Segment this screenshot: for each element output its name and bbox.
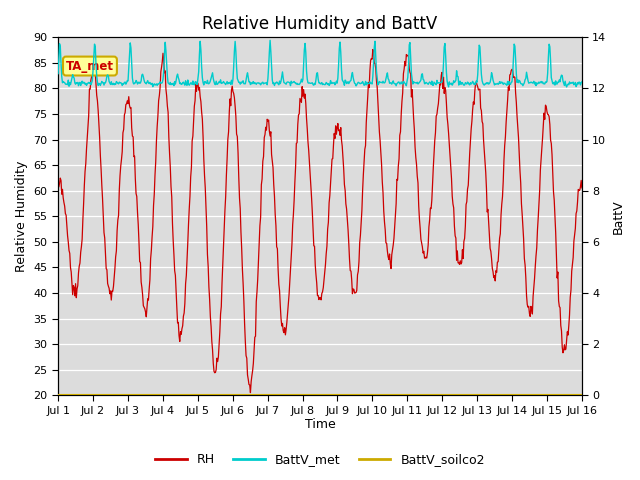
Y-axis label: Relative Humidity: Relative Humidity (15, 161, 28, 272)
Title: Relative Humidity and BattV: Relative Humidity and BattV (202, 15, 438, 33)
Text: TA_met: TA_met (66, 60, 114, 72)
Y-axis label: BattV: BattV (612, 199, 625, 234)
X-axis label: Time: Time (305, 419, 335, 432)
Legend: RH, BattV_met, BattV_soilco2: RH, BattV_met, BattV_soilco2 (150, 448, 490, 471)
